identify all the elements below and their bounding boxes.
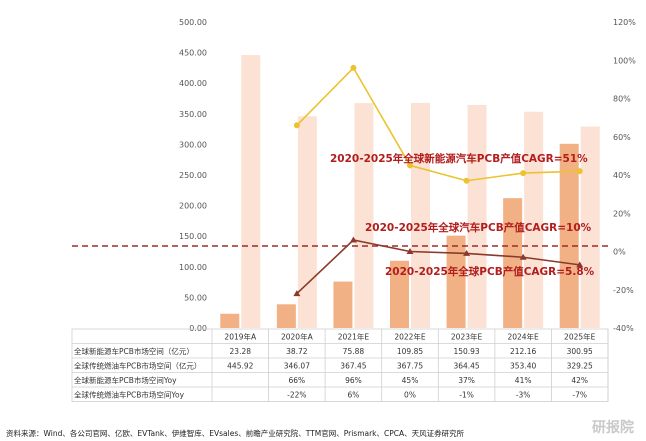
table-row-label: 全球传统燃油车PCB市场空间（亿元）	[74, 361, 201, 371]
left-tick-label: 150.00	[179, 232, 207, 241]
data-label: 329.25	[567, 362, 593, 371]
left-tick-label: 250.00	[179, 171, 207, 180]
ev-pcb-bar	[503, 198, 523, 328]
data-label: 346.07	[284, 362, 310, 371]
ev-yoy-point	[350, 64, 357, 71]
left-tick-label: 50.00	[184, 293, 207, 302]
data-label: 96%	[345, 376, 362, 385]
data-label: 6%	[347, 391, 359, 400]
right-axis: -40% -20% 0% 20% 40% 60% 80% 100% 120%	[613, 18, 636, 333]
ev-pcb-bar	[220, 313, 240, 328]
data-label: 66%	[289, 376, 306, 385]
ice-pcb-bar	[580, 126, 600, 329]
data-label: 150.93	[453, 347, 479, 356]
data-label: 37%	[458, 376, 475, 385]
x-tick-label: 2020年A	[281, 332, 314, 342]
ev-yoy-point	[463, 177, 470, 184]
x-tick-label: 2019年A	[224, 332, 257, 342]
source-note: 资料来源：Wind、各公司官网、亿欧、EVTank、伊维智库、EVsales、前…	[6, 428, 465, 438]
right-tick-label: 20%	[613, 209, 631, 218]
cagr-annotation-pcb: 2020-2025年全球PCB产值CAGR=5.8%	[385, 265, 595, 278]
watermark: 研报院	[592, 419, 634, 436]
left-tick-label: 300.00	[179, 140, 207, 149]
right-tick-label: 60%	[613, 133, 631, 142]
ice-yoy-point	[406, 248, 414, 254]
ev-yoy-point	[520, 170, 527, 177]
data-label: 212.16	[510, 347, 536, 356]
ice-yoy-point	[519, 253, 527, 260]
ice-pcb-bar	[354, 103, 374, 328]
data-label: 445.92	[227, 362, 253, 371]
data-label: -7%	[572, 391, 587, 400]
bars-group	[220, 55, 600, 329]
left-axis: 0.00 50.00 100.00 150.00 200.00 250.00 300.00 3…	[179, 18, 207, 333]
left-tick-label: 400.00	[179, 79, 207, 88]
table-row-label: 全球传统燃油车PCB市场空间Yoy	[74, 390, 185, 400]
ev-pcb-bar	[390, 260, 409, 328]
cagr-annotation-auto: 2020-2025年全球汽车PCB产值CAGR=10%	[365, 221, 592, 234]
ice-pcb-bar	[524, 111, 544, 328]
ev-yoy-line	[296, 66, 580, 182]
data-label: 364.45	[453, 362, 479, 371]
ev-pcb-bar	[333, 281, 353, 328]
ice-pcb-bar	[411, 102, 430, 328]
ev-yoy-point	[407, 162, 413, 169]
left-tick-label: 100.00	[179, 263, 207, 272]
ice-yoy-point	[463, 249, 471, 256]
right-tick-label: 0%	[613, 248, 626, 257]
data-label: 300.95	[567, 347, 593, 356]
right-tick-label: 120%	[613, 18, 636, 27]
ice-pcb-bar	[297, 116, 317, 328]
right-tick-label: 40%	[613, 171, 631, 180]
left-tick-label: 500.00	[179, 18, 207, 27]
ice-yoy-point	[576, 261, 584, 268]
left-tick-label: 0.00	[189, 324, 207, 333]
ice-pcb-bar	[467, 104, 487, 328]
left-tick-label: 200.00	[179, 202, 207, 211]
ev-pcb-bar	[559, 143, 579, 328]
x-tick-label: 2025年E	[564, 332, 596, 342]
ev-yoy-point	[576, 168, 583, 175]
ice-yoy-line	[296, 239, 580, 295]
ice-yoy-point	[349, 236, 357, 243]
lines-group	[293, 64, 584, 297]
x-tick-label: 2021年E	[338, 332, 370, 342]
ev-yoy-point	[293, 122, 300, 129]
data-label: 42%	[571, 376, 588, 385]
right-tick-label: 100%	[613, 56, 636, 65]
right-tick-label: -20%	[613, 286, 634, 295]
data-label: 41%	[515, 376, 532, 385]
data-label: -3%	[516, 391, 531, 400]
ev-pcb-bar	[446, 235, 466, 328]
x-tick-label: 2022年E	[394, 332, 426, 342]
left-tick-label: 450.00	[179, 49, 207, 58]
data-label: 367.45	[340, 362, 366, 371]
data-label: 353.40	[510, 362, 536, 371]
data-label: 45%	[402, 376, 419, 385]
table-row-label: 全球新能源车PCB市场空间（亿元）	[74, 346, 194, 356]
data-label: -22%	[287, 391, 306, 400]
data-label: 0%	[404, 391, 416, 400]
table-row-label: 全球新能源车PCB市场空间Yoy	[74, 375, 177, 385]
data-label: 367.75	[397, 362, 423, 371]
right-tick-label: 80%	[613, 95, 631, 104]
ice-pcb-bar	[241, 55, 261, 329]
cagr-annotation-ev: 2020-2025年全球新能源汽车PCB产值CAGR=51%	[330, 152, 588, 165]
data-label: 38.72	[286, 347, 308, 356]
ev-pcb-bar	[276, 304, 296, 328]
data-label: 75.88	[343, 347, 365, 356]
ice-yoy-point	[293, 290, 301, 297]
data-label: 23.28	[230, 347, 252, 356]
data-label: 109.85	[397, 347, 423, 356]
data-label: -1%	[459, 391, 474, 400]
x-tick-label: 2024年E	[507, 332, 539, 342]
left-tick-label: 350.00	[179, 110, 207, 119]
right-tick-label: -40%	[613, 324, 634, 333]
x-tick-label: 2023年E	[451, 332, 483, 342]
data-table: 2019年A 2020年A 2021年E 2022年E 2023年E 2024年E 2025…	[71, 328, 609, 402]
